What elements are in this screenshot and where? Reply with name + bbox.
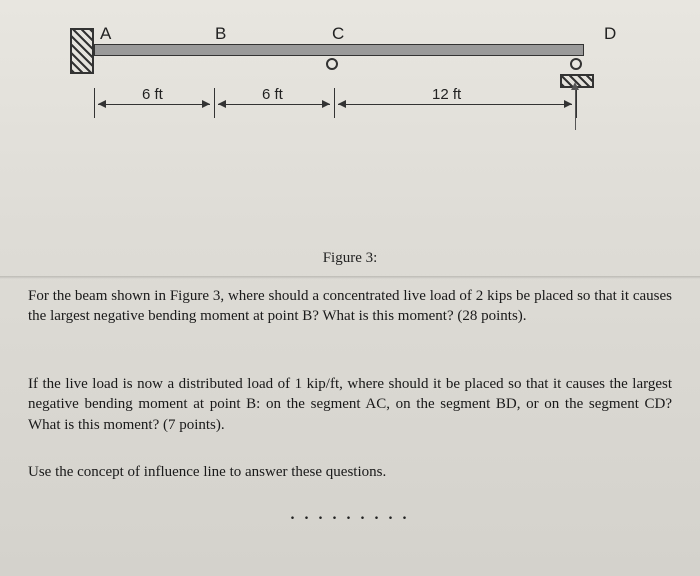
problem-paragraph-2: If the live load is now a distributed lo… xyxy=(28,374,672,435)
point-label-c: C xyxy=(332,24,344,44)
figure-caption: Figure 3: xyxy=(0,250,700,267)
page: A B C D 6 ft 6 ft 12 ft Figure 3: For th… xyxy=(0,0,700,576)
dim-label-cd: 12 ft xyxy=(432,86,461,103)
beam xyxy=(94,44,584,56)
dim-line-bc xyxy=(218,104,330,105)
dim-tick xyxy=(334,88,335,118)
dim-line-cd xyxy=(338,104,572,105)
page-fold-shadow xyxy=(0,276,700,279)
arrow-up-d xyxy=(575,90,576,130)
separator-dots: . . . . . . . . . xyxy=(0,506,700,524)
dim-label-ab: 6 ft xyxy=(142,86,163,103)
pin-support-d xyxy=(570,58,582,70)
point-label-d: D xyxy=(604,24,616,44)
point-label-a: A xyxy=(100,24,111,44)
dim-line-ab xyxy=(98,104,210,105)
problem-paragraph-1: For the beam shown in Figure 3, where sh… xyxy=(28,286,672,327)
problem-paragraph-3: Use the concept of influence line to ans… xyxy=(28,462,672,482)
point-label-b: B xyxy=(215,24,226,44)
beam-diagram: A B C D 6 ft 6 ft 12 ft xyxy=(70,28,630,138)
dim-tick xyxy=(94,88,95,118)
pin-support-c xyxy=(326,58,338,70)
fixed-support-a xyxy=(70,28,94,74)
dim-tick xyxy=(214,88,215,118)
dim-label-bc: 6 ft xyxy=(262,86,283,103)
dim-tick xyxy=(576,88,577,118)
